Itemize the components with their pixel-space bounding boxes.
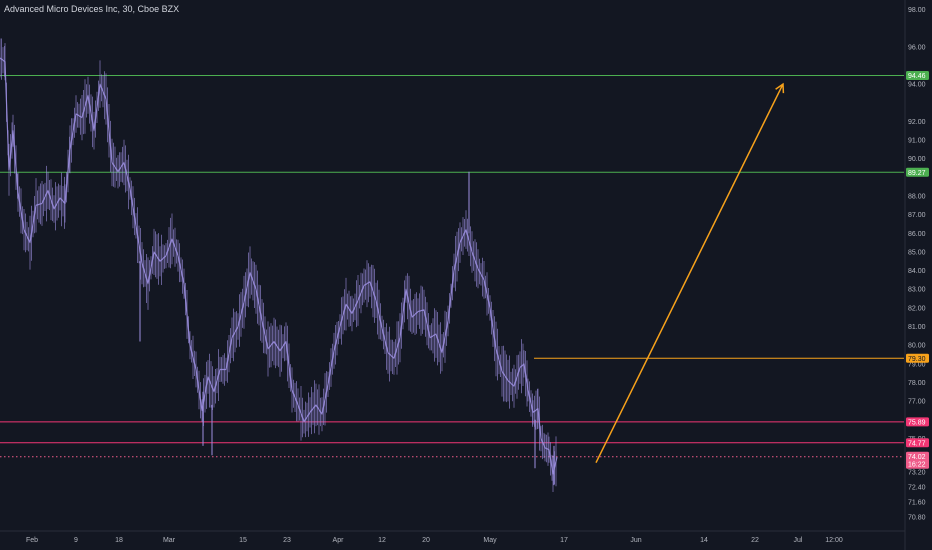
price-series bbox=[0, 38, 558, 492]
time-tick-label: 12:00 bbox=[825, 537, 843, 544]
current-price-tag-label: 74.02 bbox=[908, 454, 926, 461]
price-tick-label: 71.60 bbox=[908, 499, 926, 506]
time-tick-label: 22 bbox=[751, 537, 759, 544]
level-tag-4-bg bbox=[906, 438, 929, 448]
time-tick-label: Apr bbox=[333, 537, 345, 544]
price-tick-label: 88.00 bbox=[908, 194, 926, 201]
projection-arrow[interactable] bbox=[595, 82, 785, 464]
level-tag-3-label: 75.89 bbox=[908, 419, 926, 426]
price-tick-label: 92.00 bbox=[908, 119, 926, 126]
price-tick-label: 96.00 bbox=[908, 44, 926, 51]
arrow-shaft bbox=[595, 83, 784, 464]
price-tick-label: 81.00 bbox=[908, 324, 926, 331]
price-tick-label: 80.00 bbox=[908, 343, 926, 350]
time-tick-label: 20 bbox=[422, 537, 430, 544]
time-tick-label: Mar bbox=[163, 537, 176, 544]
horizontal-levels[interactable] bbox=[0, 75, 904, 458]
price-tick-label: 79.00 bbox=[908, 361, 926, 368]
price-axis[interactable]: 98.00 96.00 94.00 92.00 91.00 90.00 88.00 87.00… bbox=[904, 0, 926, 550]
current-price-tag-bg bbox=[906, 451, 929, 469]
price-tick-label: 83.00 bbox=[908, 287, 926, 294]
time-tick-label: 9 bbox=[74, 537, 78, 544]
level-tag-0-label: 94.46 bbox=[908, 73, 926, 80]
price-tick-label: 98.00 bbox=[908, 7, 926, 14]
time-tick-label: Jul bbox=[794, 537, 803, 544]
price-tick-label: 73.20 bbox=[908, 470, 926, 477]
time-tick-label: 18 bbox=[115, 537, 123, 544]
time-tick-label: Jun bbox=[630, 537, 641, 544]
time-tick-label: 23 bbox=[283, 537, 291, 544]
price-tick-label: 70.80 bbox=[908, 514, 926, 521]
level-tag-2-bg bbox=[906, 353, 929, 363]
price-tick-label: 91.00 bbox=[908, 138, 926, 145]
time-tick-label: 14 bbox=[700, 537, 708, 544]
time-axis[interactable]: Feb 9 18 Mar 15 23 Apr 12 20 May 17 Jun 14 22 Jul 12:00 bbox=[0, 530, 905, 544]
price-tick-label: 86.00 bbox=[908, 231, 926, 238]
level-tag-0-bg bbox=[906, 71, 929, 80]
arrow-head bbox=[775, 82, 785, 94]
time-tick-label: 17 bbox=[560, 537, 568, 544]
level-tag-4-label: 74.77 bbox=[908, 440, 926, 447]
time-tick-label: May bbox=[483, 537, 497, 544]
price-tick-label: 84.00 bbox=[908, 268, 926, 275]
price-tick-label: 90.00 bbox=[908, 156, 926, 163]
level-tag-3-bg bbox=[906, 417, 929, 427]
level-tag-1-label: 89.27 bbox=[908, 170, 926, 177]
symbol-legend: Advanced Micro Devices Inc, 30, Cboe BZX bbox=[4, 4, 180, 14]
time-tick-label: Feb bbox=[26, 537, 38, 544]
price-tick-label: 94.00 bbox=[908, 82, 926, 89]
bar-countdown-label: 16:22 bbox=[908, 462, 926, 469]
time-tick-label: 12 bbox=[378, 537, 386, 544]
level-tag-2-label: 79.30 bbox=[908, 356, 926, 363]
price-tick-label: 85.00 bbox=[908, 249, 926, 256]
price-tick-label: 78.00 bbox=[908, 380, 926, 387]
price-tick-label: 82.00 bbox=[908, 305, 926, 312]
time-tick-label: 15 bbox=[239, 537, 247, 544]
price-tick-label: 77.00 bbox=[908, 399, 926, 406]
price-tick-label: 72.40 bbox=[908, 485, 926, 492]
level-tag-1-bg bbox=[906, 167, 929, 177]
price-tick-label: 87.00 bbox=[908, 212, 926, 219]
